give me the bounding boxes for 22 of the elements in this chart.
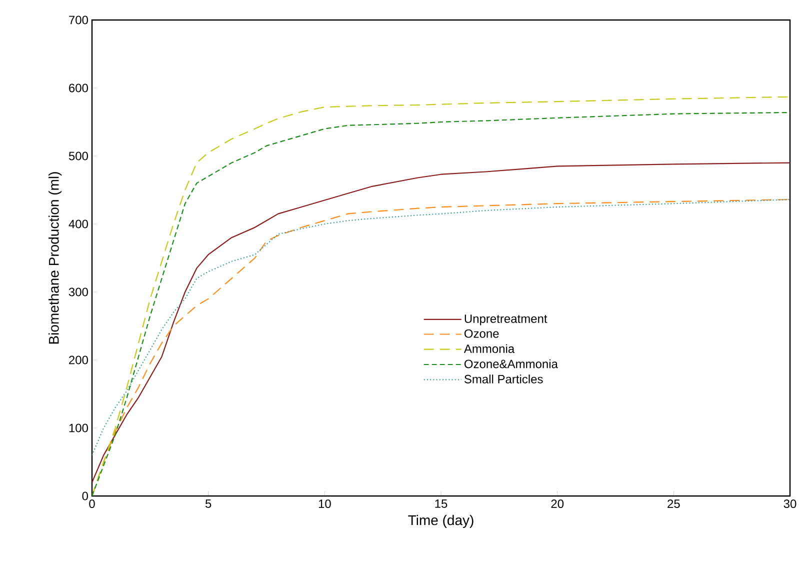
x-tick-label: 15 (435, 500, 448, 508)
y-tick-label: 400 (68, 220, 88, 228)
x-axis-title: Time (day) (408, 514, 474, 528)
y-tick-label: 200 (69, 356, 88, 364)
legend-label: Ammonia (464, 344, 515, 353)
x-tick-label: 25 (668, 500, 680, 508)
x-tick-label: 20 (551, 500, 564, 508)
x-tick-label: 10 (318, 500, 331, 508)
x-tick-label: 30 (784, 500, 796, 508)
legend-label: Unpretreatment (464, 314, 548, 326)
legend-label: Ozone&Ammonia (464, 359, 558, 368)
y-tick-label: 300 (68, 288, 88, 296)
y-tick-label: 700 (69, 16, 88, 24)
legend-label: Small Particles (464, 374, 543, 384)
y-axis-title: Biomethane Production (ml) (48, 172, 62, 344)
y-tick-label: 600 (69, 84, 88, 92)
y-tick-label: 100 (69, 424, 88, 432)
y-tick-label: 500 (68, 152, 88, 160)
x-tick-label: 5 (205, 500, 212, 508)
legend-label: Ozone (464, 329, 499, 338)
y-tick-label: 0 (82, 492, 88, 500)
x-tick-label: 0 (89, 500, 95, 508)
